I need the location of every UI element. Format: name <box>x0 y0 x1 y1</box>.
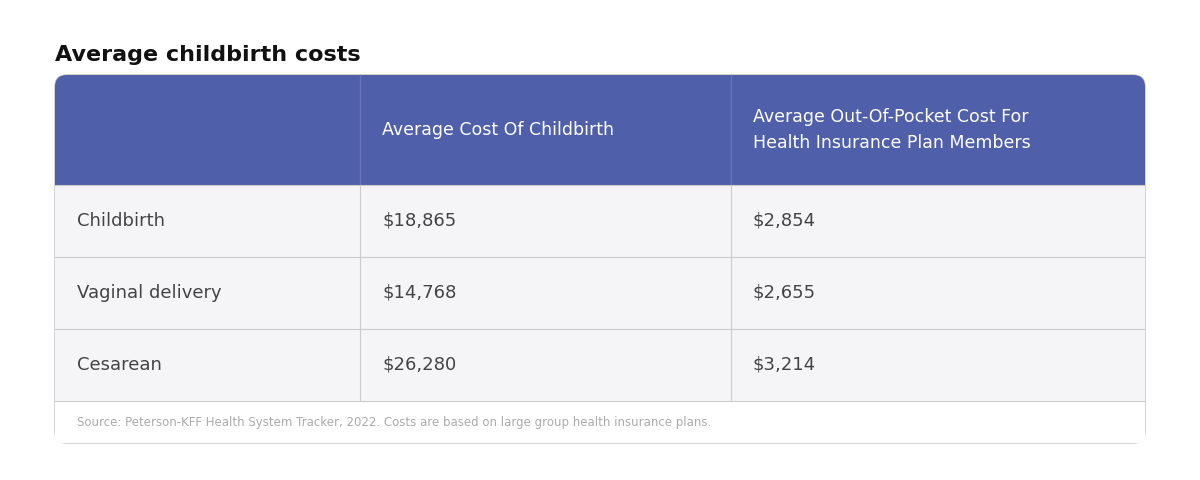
FancyBboxPatch shape <box>55 75 1145 443</box>
Text: Average Cost Of Childbirth: Average Cost Of Childbirth <box>383 121 614 139</box>
FancyBboxPatch shape <box>55 75 1145 185</box>
Text: Childbirth: Childbirth <box>77 212 166 230</box>
Text: $2,655: $2,655 <box>752 284 816 302</box>
Text: Cesarean: Cesarean <box>77 356 162 374</box>
Bar <box>55 329 1145 401</box>
Text: $26,280: $26,280 <box>383 356 456 374</box>
Text: Average childbirth costs: Average childbirth costs <box>55 45 361 65</box>
Text: $18,865: $18,865 <box>383 212 456 230</box>
Text: Average Out-Of-Pocket Cost For
Health Insurance Plan Members: Average Out-Of-Pocket Cost For Health In… <box>752 108 1031 152</box>
Bar <box>55 257 1145 329</box>
Text: Vaginal delivery: Vaginal delivery <box>77 284 222 302</box>
Bar <box>55 401 1145 443</box>
Text: $2,854: $2,854 <box>752 212 816 230</box>
Text: Source: Peterson-KFF Health System Tracker, 2022. Costs are based on large group: Source: Peterson-KFF Health System Track… <box>77 416 712 429</box>
Text: $14,768: $14,768 <box>383 284 456 302</box>
Text: $3,214: $3,214 <box>752 356 816 374</box>
Bar <box>55 185 1145 257</box>
Bar <box>55 146 1145 185</box>
